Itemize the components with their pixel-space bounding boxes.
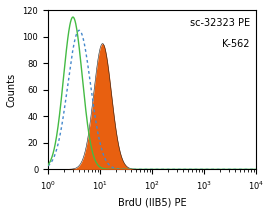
Text: K-562: K-562 <box>222 39 250 49</box>
Y-axis label: Counts: Counts <box>7 73 17 107</box>
Text: sc-32323 PE: sc-32323 PE <box>190 18 250 28</box>
X-axis label: BrdU (IIB5) PE: BrdU (IIB5) PE <box>118 197 186 207</box>
